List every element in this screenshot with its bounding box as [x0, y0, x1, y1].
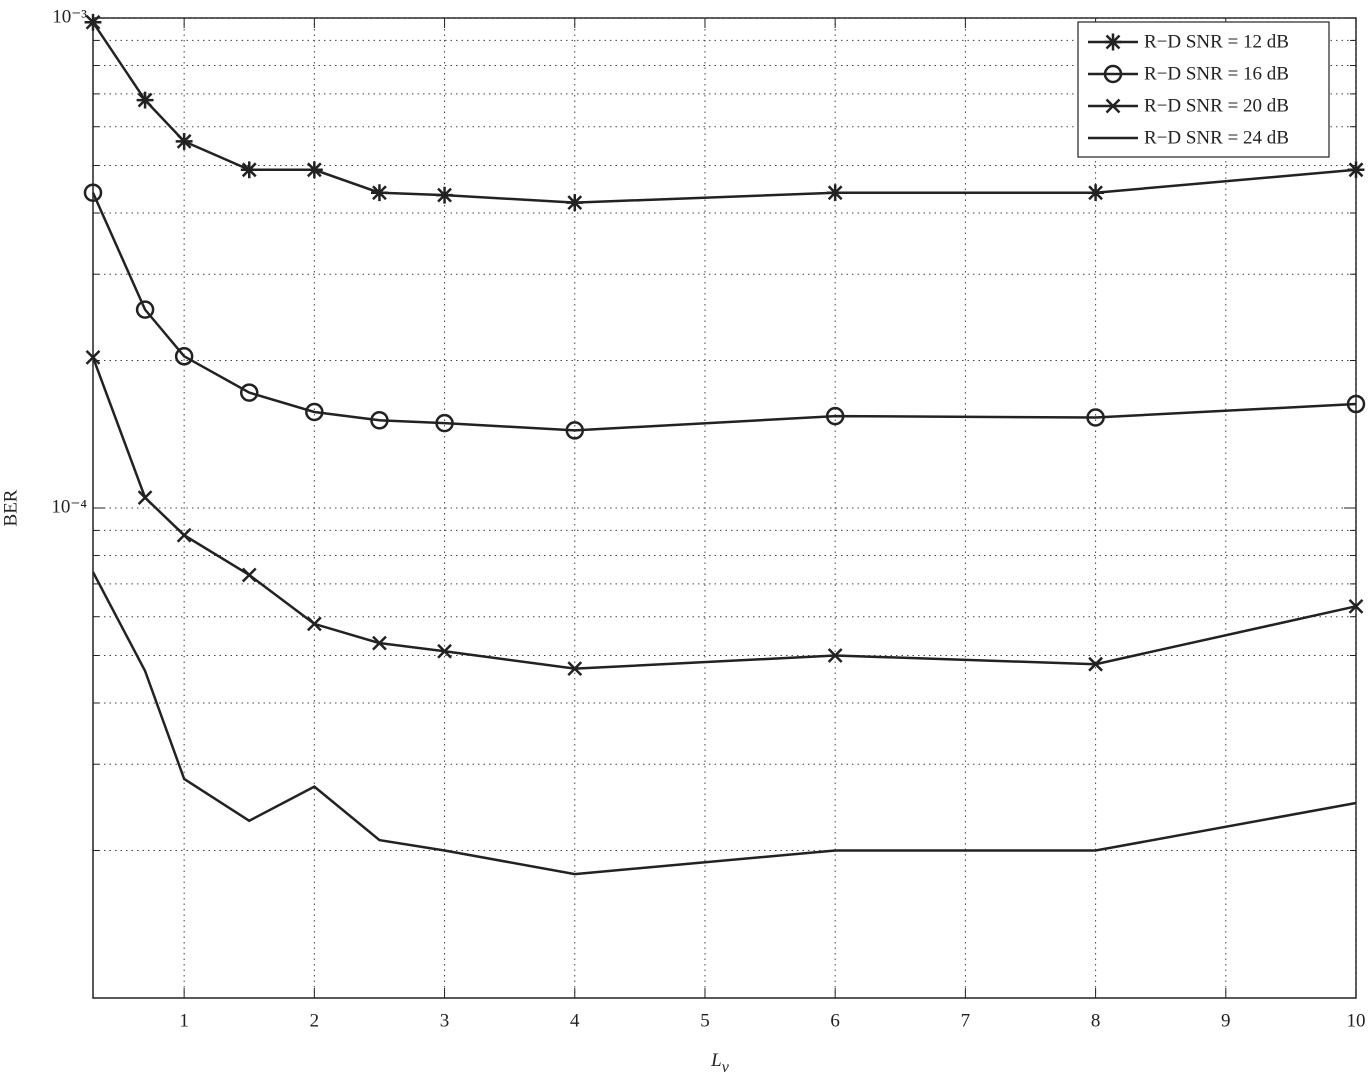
legend-marker	[1104, 33, 1122, 51]
series-line	[91, 356, 1357, 670]
marker	[306, 616, 322, 632]
legend-label: R−D SNR = 20 dB	[1144, 95, 1289, 116]
x-axis-label-sub: v	[722, 1059, 730, 1076]
x-tick-label: 9	[1221, 1010, 1231, 1031]
marker	[240, 161, 258, 179]
marker	[827, 648, 843, 663]
marker	[826, 184, 844, 202]
marker	[85, 349, 101, 365]
x-tick-label: 5	[700, 1010, 710, 1031]
x-axis-label-main: L	[710, 1050, 722, 1071]
x-tick-label: 3	[440, 1010, 450, 1031]
x-tick-label: 10	[1347, 1010, 1366, 1031]
x-axis-label: Lv	[710, 1050, 730, 1075]
marker	[137, 490, 153, 506]
marker	[566, 194, 584, 212]
marker	[1087, 184, 1105, 202]
legend-box	[1077, 21, 1330, 158]
marker	[84, 13, 102, 31]
y-tick-label: 10⁻⁴	[51, 496, 87, 517]
marker	[372, 635, 387, 651]
marker	[136, 91, 154, 109]
marker	[305, 402, 324, 422]
legend-label: R−D SNR = 12 dB	[1144, 31, 1289, 52]
series	[84, 13, 1365, 212]
marker	[176, 527, 192, 543]
legend-marker	[1105, 98, 1121, 114]
legend-label: R−D SNR = 24 dB	[1144, 127, 1289, 148]
marker	[1088, 656, 1103, 672]
marker	[371, 184, 388, 202]
marker	[370, 411, 389, 430]
marker	[305, 161, 323, 179]
legend-marker	[1103, 64, 1123, 84]
legend-label: R−D SNR = 16 dB	[1144, 63, 1289, 84]
x-tick-label: 4	[570, 1010, 580, 1031]
series-line	[91, 571, 1357, 876]
marker	[436, 186, 454, 204]
x-tick-label: 2	[310, 1010, 320, 1031]
series	[83, 183, 1366, 440]
marker	[1347, 161, 1365, 179]
x-tick-label: 7	[961, 1010, 971, 1031]
marker	[83, 183, 103, 202]
marker	[1086, 408, 1105, 427]
x-tick-label: 6	[830, 1010, 840, 1031]
series	[91, 571, 1357, 876]
x-tick-label: 1	[179, 1010, 189, 1031]
marker	[437, 643, 452, 659]
y-axis-label: BER	[0, 489, 21, 526]
series	[85, 349, 1364, 677]
marker	[175, 132, 193, 150]
marker	[1346, 394, 1366, 414]
marker	[241, 567, 257, 583]
marker	[135, 300, 155, 319]
marker	[565, 421, 585, 440]
marker	[567, 661, 583, 677]
marker	[435, 413, 454, 433]
marker	[1348, 598, 1364, 614]
x-tick-label: 8	[1091, 1010, 1101, 1031]
marker	[825, 406, 845, 426]
marker	[239, 383, 259, 402]
y-tick-label: 10⁻³	[52, 6, 87, 27]
marker	[174, 347, 194, 366]
series-line	[91, 192, 1357, 432]
